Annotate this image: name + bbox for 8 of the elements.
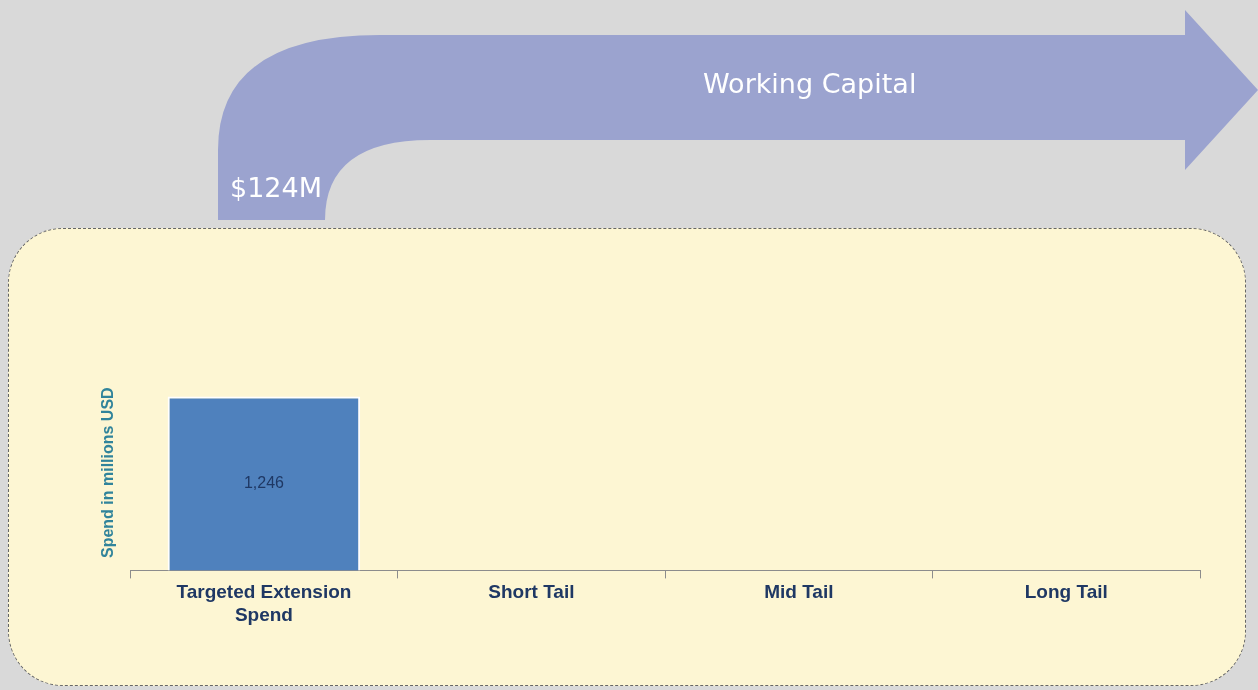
data-label: 1,246 xyxy=(243,473,285,491)
text: Working Capital xyxy=(703,68,917,99)
x-tick-label: Long Tail xyxy=(1024,581,1108,603)
x-tick-label: Targeted Extension Spend xyxy=(176,581,352,625)
x-tick-label: Short Tail xyxy=(488,581,575,603)
y-axis-title: Spend in millions USD xyxy=(99,387,117,559)
text: $124M xyxy=(230,172,323,203)
x-tick-label: Mid Tail xyxy=(764,581,834,603)
